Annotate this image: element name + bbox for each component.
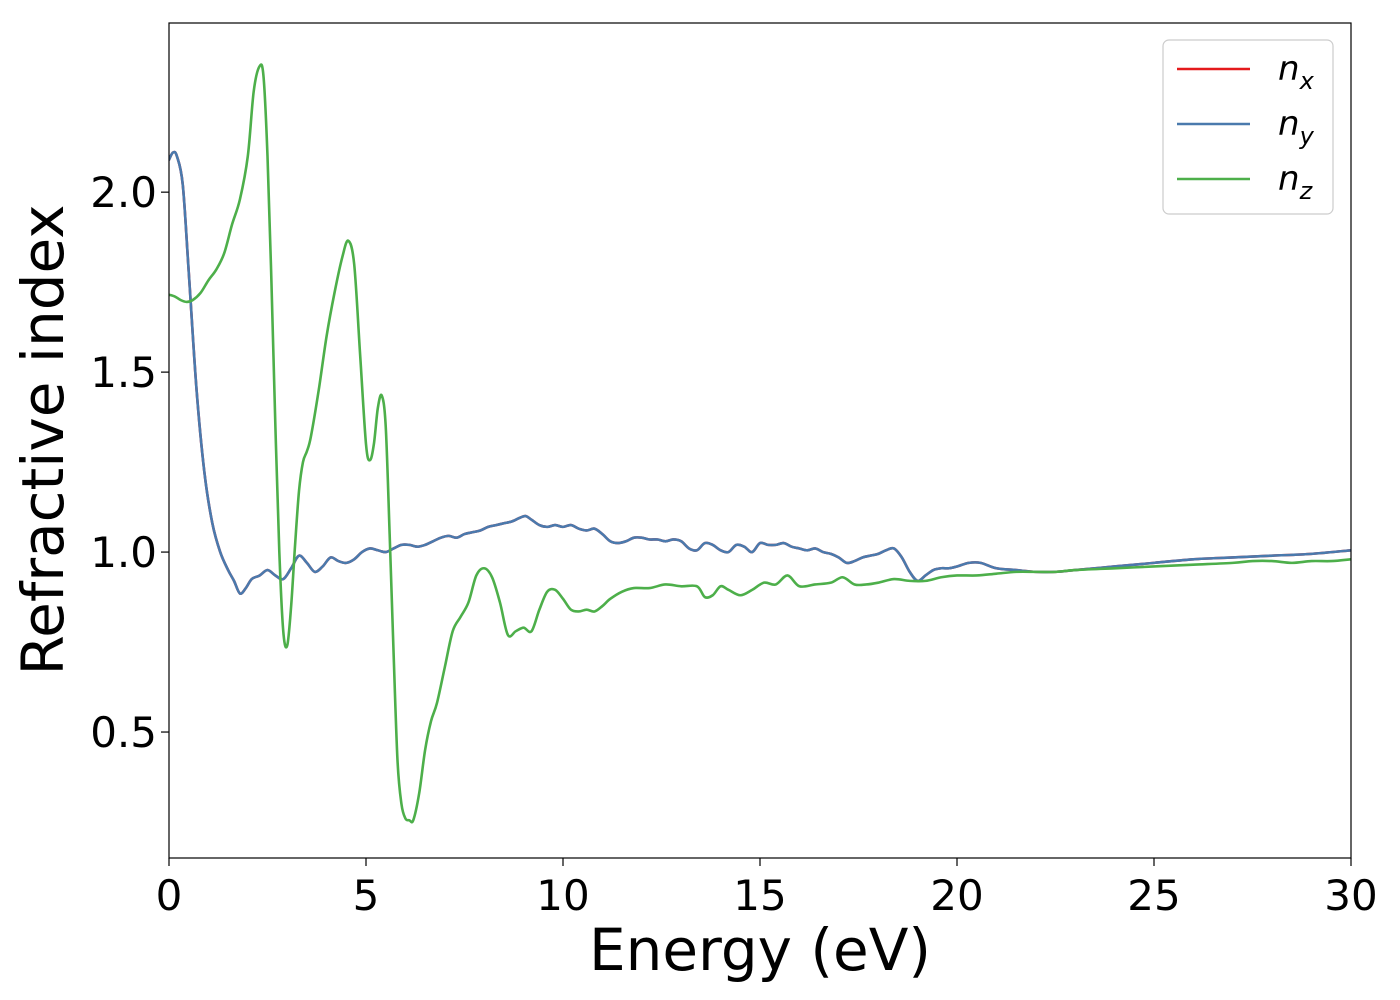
y-tick-label: 2.0: [90, 168, 157, 217]
y-tick-label: 0.5: [90, 708, 157, 757]
x-tick-label: 0: [156, 871, 183, 920]
y-tick-label: 1.5: [90, 348, 157, 397]
x-tick-label: 5: [353, 871, 380, 920]
x-tick-label: 30: [1324, 871, 1377, 920]
y-axis-title: Refractive index: [9, 204, 77, 675]
x-tick-label: 25: [1127, 871, 1180, 920]
x-tick-label: 10: [536, 871, 589, 920]
x-tick-label: 20: [930, 871, 983, 920]
legend-frame: [1162, 39, 1334, 215]
x-tick-label: 15: [733, 871, 786, 920]
series-layer: [169, 63, 1351, 824]
x-axis: 0 5 10 15 20 25 30: [156, 858, 1378, 920]
series-line-y: [169, 150, 1351, 595]
y-axis: 0.5 1.0 1.5 2.0: [90, 168, 169, 757]
y-tick-label: 1.0: [90, 528, 157, 577]
series-line-z: [169, 63, 1351, 824]
x-axis-title: Energy (eV): [589, 916, 931, 984]
